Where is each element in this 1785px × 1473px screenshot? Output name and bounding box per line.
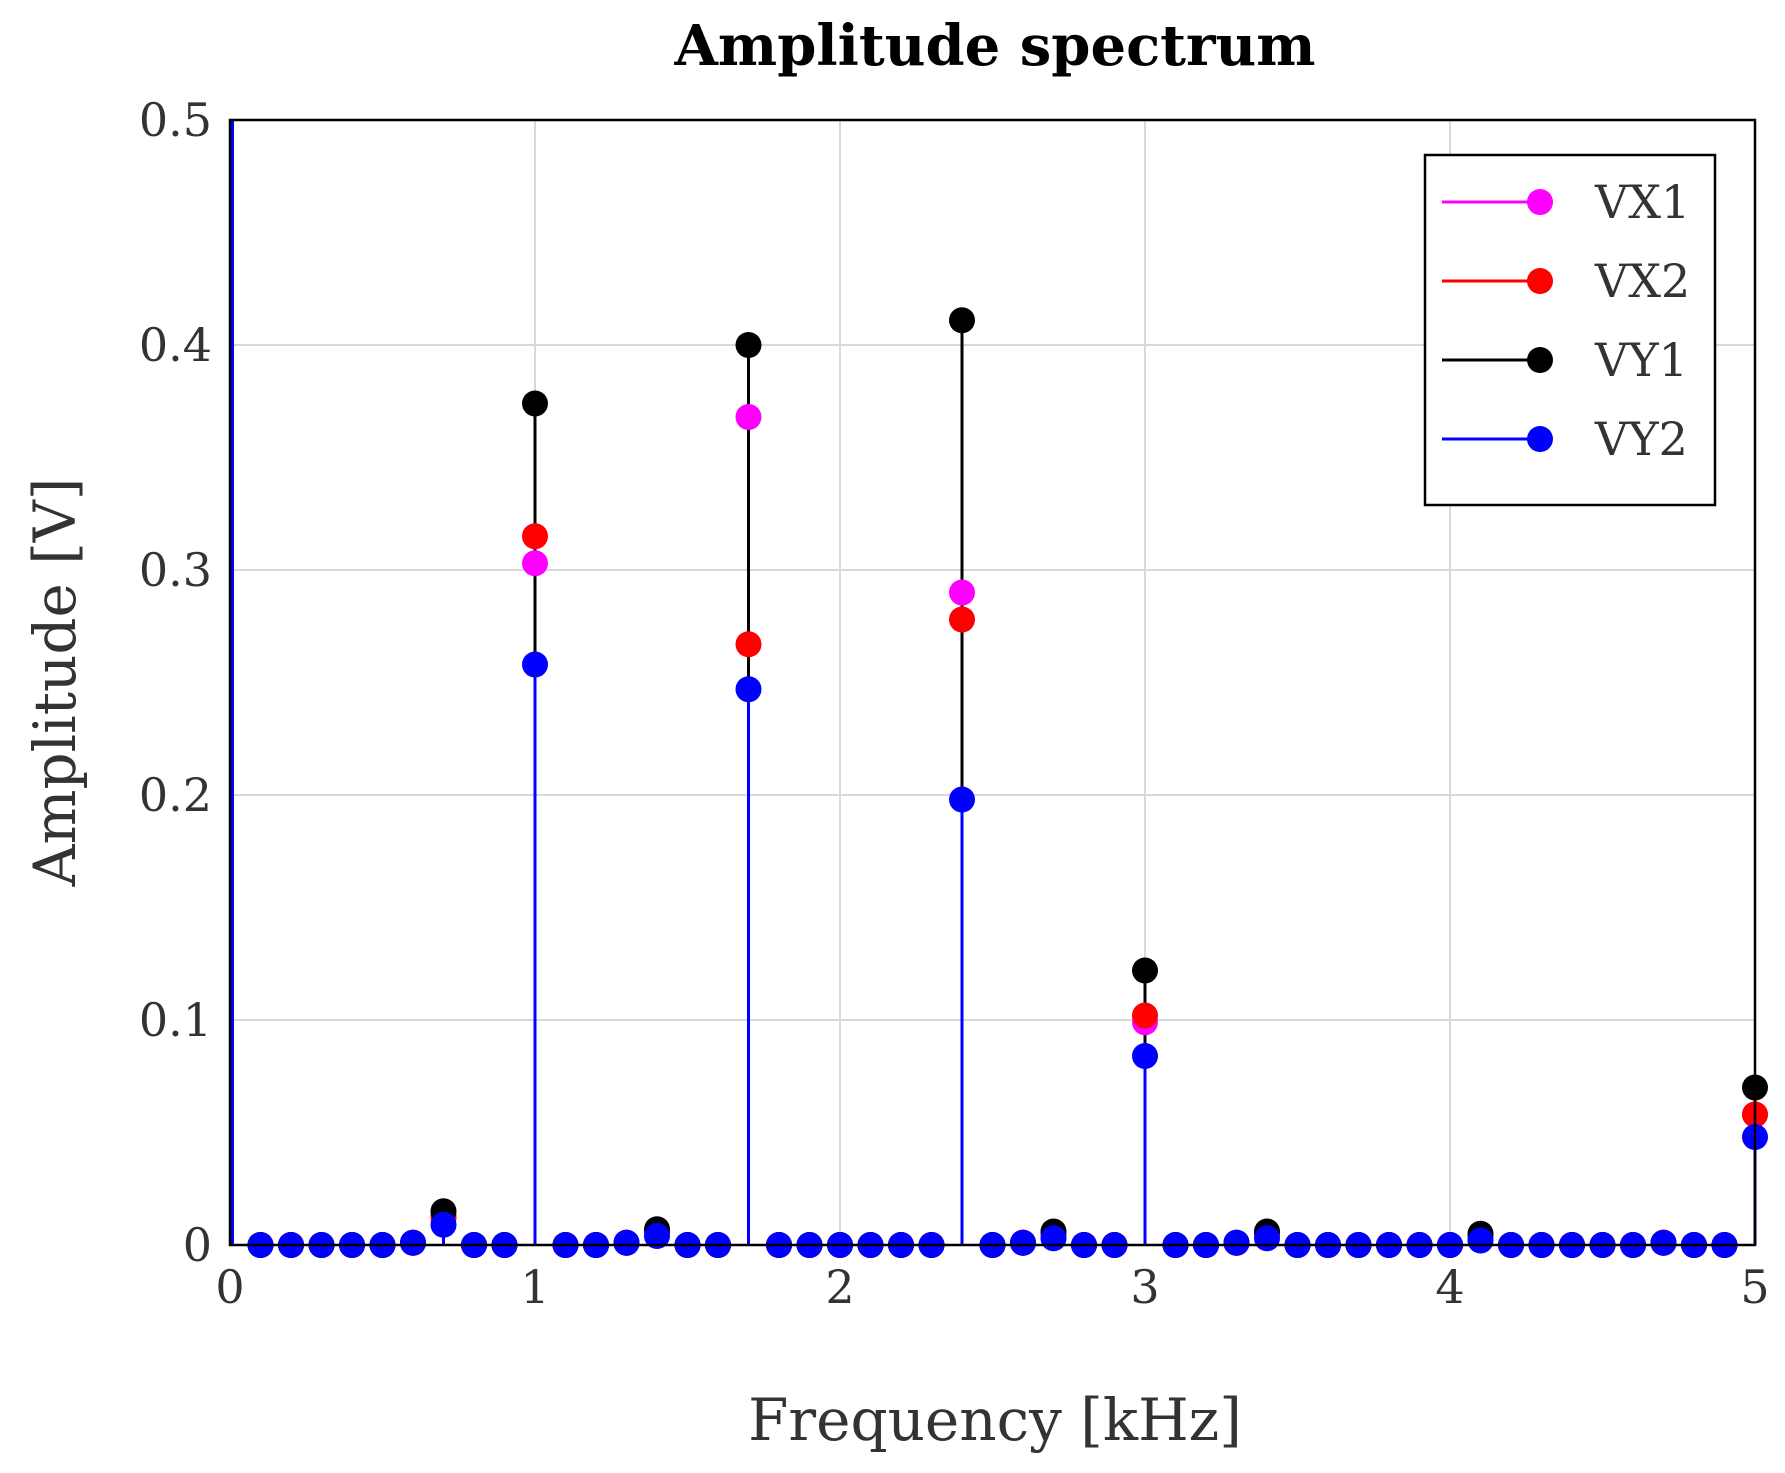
y-tick-label: 0.4 [139,318,212,372]
vy2-point [613,1229,640,1256]
vy1-point [949,307,975,334]
vx2-point [1132,1002,1158,1029]
vy2-point [430,1211,457,1238]
vy2-point [644,1223,670,1249]
legend-marker-vx2 [1527,268,1553,294]
vx2-point [522,523,548,550]
vy2-point [400,1229,426,1256]
y-tick-label: 0.3 [139,543,212,597]
vy1-point [1132,957,1158,984]
vx1-point [522,550,548,577]
legend-marker-vx1 [1527,189,1553,215]
y-tick-label: 0.1 [139,993,212,1047]
chart-title: Amplitude spectrum [673,13,1315,79]
x-tick-label: 0 [215,1260,244,1314]
y-tick-label: 0 [183,1218,212,1272]
legend-label-vx1: VX1 [1594,175,1690,229]
vx2-point [735,631,762,658]
vx2-point [949,606,975,633]
x-tick-label: 1 [520,1260,549,1314]
x-axis-label: Frequency [kHz] [748,1386,1242,1454]
vy1-point [522,390,548,417]
vx1-point [735,404,762,430]
legend-box [1423,153,1717,507]
vy2-point [522,651,548,678]
legend-marker-vy1 [1527,347,1553,373]
vy2-point [1650,1229,1677,1256]
vy2-point [1010,1229,1036,1256]
legend-label-vy2: VY2 [1594,412,1688,466]
legend: VX1 VX2 VY1 VY2 [1423,153,1717,507]
legend-marker-vy2 [1527,426,1553,452]
legend-label-vx2: VX2 [1594,254,1690,308]
plot-area [228,118,1757,1247]
tick-labels: 0 1 2 3 4 5 0 0.1 0.2 0.3 0.4 0.5 [139,93,1770,1314]
x-tick-label: 4 [1435,1260,1464,1314]
vy1-point [735,332,762,358]
vy2-point [735,676,762,703]
vy2-point [1254,1225,1280,1252]
x-tick-label: 3 [1130,1260,1159,1314]
vy2-point [1040,1225,1067,1252]
vx1-point [949,579,975,606]
vy2-point [1132,1043,1158,1069]
vy2-point [1223,1229,1250,1256]
x-tick-label: 5 [1740,1260,1769,1314]
y-tick-label: 0.2 [139,768,212,822]
x-tick-label: 2 [825,1260,854,1314]
vy2-point [949,786,975,813]
y-axis-label: Amplitude [V] [21,478,89,888]
y-tick-label: 0.5 [139,93,212,147]
legend-label-vy1: VY1 [1594,333,1688,387]
vy2-point [1467,1227,1494,1254]
